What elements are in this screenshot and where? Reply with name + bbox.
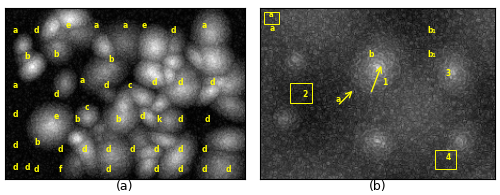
Text: d: d bbox=[178, 115, 184, 124]
Text: d: d bbox=[24, 163, 30, 172]
Text: d: d bbox=[202, 165, 207, 174]
Text: d: d bbox=[226, 165, 232, 174]
Text: b: b bbox=[34, 138, 40, 147]
Text: d: d bbox=[178, 144, 184, 153]
Text: d: d bbox=[178, 165, 184, 174]
Text: a: a bbox=[94, 21, 100, 30]
Text: b: b bbox=[108, 55, 114, 64]
Text: c: c bbox=[128, 81, 132, 90]
Text: a: a bbox=[336, 95, 340, 104]
Text: b₁: b₁ bbox=[428, 50, 436, 59]
Text: e: e bbox=[54, 112, 59, 121]
Text: 4: 4 bbox=[446, 153, 451, 162]
Text: d: d bbox=[58, 144, 64, 153]
Text: d: d bbox=[12, 110, 18, 119]
Text: d: d bbox=[12, 141, 18, 150]
Text: a: a bbox=[80, 76, 85, 85]
Text: d: d bbox=[12, 163, 18, 172]
Text: b: b bbox=[116, 115, 121, 124]
Text: e: e bbox=[142, 21, 148, 30]
Text: d: d bbox=[152, 78, 157, 87]
Text: a: a bbox=[12, 26, 18, 35]
Text: k: k bbox=[156, 115, 162, 124]
Text: d: d bbox=[130, 144, 136, 153]
Text: d: d bbox=[154, 144, 160, 153]
Text: d: d bbox=[204, 115, 210, 124]
Text: 1: 1 bbox=[382, 78, 388, 87]
Text: c: c bbox=[85, 103, 89, 112]
Text: 2: 2 bbox=[302, 90, 308, 99]
Text: d: d bbox=[106, 144, 112, 153]
Text: d: d bbox=[104, 81, 109, 90]
Text: d: d bbox=[140, 112, 145, 121]
Text: a: a bbox=[202, 21, 207, 30]
Text: d: d bbox=[34, 26, 40, 35]
Text: 3: 3 bbox=[446, 69, 451, 78]
Text: a: a bbox=[270, 24, 275, 33]
Text: b: b bbox=[75, 115, 80, 124]
Text: b: b bbox=[368, 50, 374, 59]
Text: d: d bbox=[154, 165, 160, 174]
Text: (b): (b) bbox=[368, 180, 386, 193]
Text: a: a bbox=[269, 12, 274, 18]
Text: d: d bbox=[178, 78, 184, 87]
Text: d: d bbox=[34, 165, 40, 174]
Text: b: b bbox=[24, 52, 30, 61]
Text: a: a bbox=[12, 81, 18, 90]
Text: a: a bbox=[123, 21, 128, 30]
Text: d: d bbox=[209, 78, 214, 87]
Text: f: f bbox=[59, 165, 62, 174]
Text: b₁: b₁ bbox=[428, 26, 436, 35]
Text: d: d bbox=[53, 90, 59, 99]
Text: (a): (a) bbox=[116, 180, 134, 193]
Text: d: d bbox=[82, 144, 87, 153]
Text: d: d bbox=[171, 26, 176, 35]
Text: b: b bbox=[53, 50, 59, 59]
Text: e: e bbox=[66, 21, 70, 30]
Text: d: d bbox=[202, 144, 207, 153]
Text: d: d bbox=[106, 165, 112, 174]
